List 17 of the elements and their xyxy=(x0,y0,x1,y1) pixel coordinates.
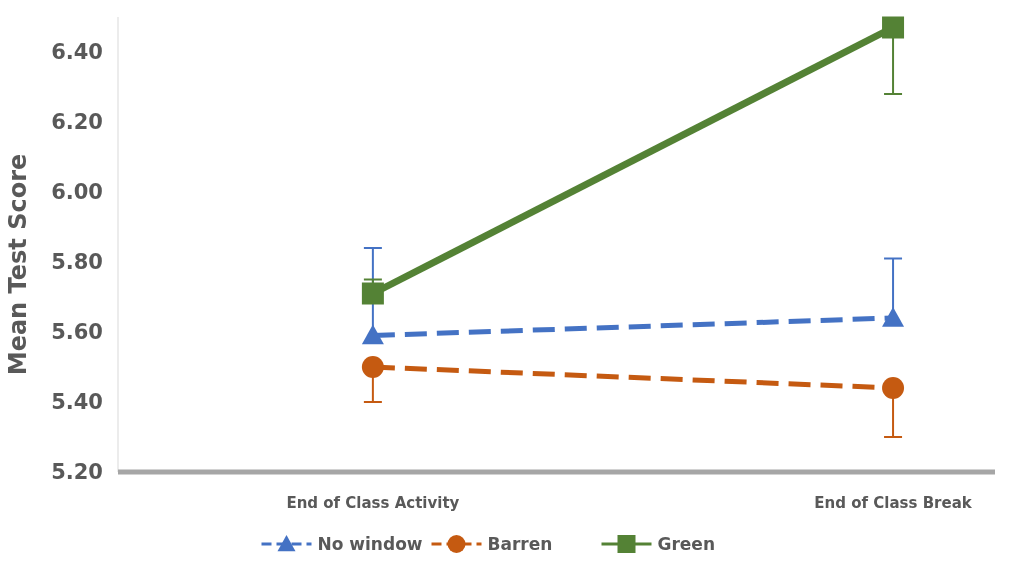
point xyxy=(882,16,905,39)
x-tick-label: End of Class Break xyxy=(814,494,973,512)
point xyxy=(882,377,905,399)
legend-label: Barren xyxy=(487,533,553,554)
point xyxy=(361,356,384,378)
y-tick-label: 6.00 xyxy=(51,180,103,205)
y-axis-title: Mean Test Score xyxy=(4,153,32,376)
y-tick-label: 6.20 xyxy=(51,110,103,135)
y-tick-label: 5.60 xyxy=(51,320,103,345)
x-tick-label: End of Class Activity xyxy=(286,494,460,512)
y-tick-label: 5.40 xyxy=(51,390,103,415)
y-tick-label: 5.20 xyxy=(51,460,103,485)
point xyxy=(361,282,384,305)
legend-label: Green xyxy=(657,533,715,554)
legend-label: No window xyxy=(317,533,423,554)
y-tick-label: 5.80 xyxy=(51,250,103,275)
y-tick-label: 6.40 xyxy=(51,40,103,65)
